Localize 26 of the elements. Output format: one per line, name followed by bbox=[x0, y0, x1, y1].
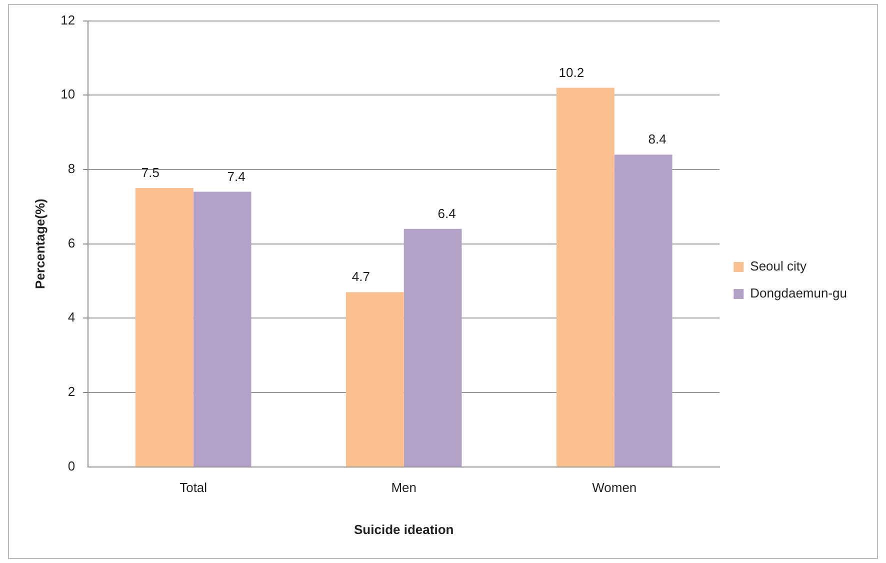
y-tick-label: 6 bbox=[68, 235, 76, 250]
bar bbox=[193, 192, 252, 467]
data-label: 8.4 bbox=[648, 132, 666, 147]
x-tick-label: Total bbox=[180, 480, 208, 496]
legend-label: Seoul city bbox=[750, 258, 808, 274]
y-tick-label: 10 bbox=[60, 86, 76, 102]
data-label: 4.7 bbox=[352, 269, 370, 284]
y-tick-label: 0 bbox=[68, 458, 76, 474]
bar bbox=[135, 188, 194, 467]
data-label: 7.4 bbox=[227, 168, 246, 184]
x-tick-label: Women bbox=[592, 480, 637, 496]
bar bbox=[556, 88, 614, 467]
y-tick-label: 12 bbox=[60, 12, 76, 28]
legend-label: Dongdaemun-gu bbox=[750, 286, 848, 301]
bar bbox=[346, 292, 404, 467]
bar bbox=[404, 228, 462, 467]
data-label: 10.2 bbox=[558, 64, 584, 80]
bar bbox=[614, 154, 672, 467]
y-tick-label: 8 bbox=[68, 161, 76, 176]
y-tick-label: 4 bbox=[68, 310, 76, 325]
data-label: 6.4 bbox=[438, 206, 456, 222]
data-label: 7.5 bbox=[141, 165, 160, 180]
x-tick-label: Men bbox=[391, 480, 417, 496]
y-tick-label: 2 bbox=[68, 384, 76, 400]
x-axis-title: Suicide ideation bbox=[354, 522, 454, 537]
y-axis-title: Percentage(%) bbox=[32, 198, 48, 289]
